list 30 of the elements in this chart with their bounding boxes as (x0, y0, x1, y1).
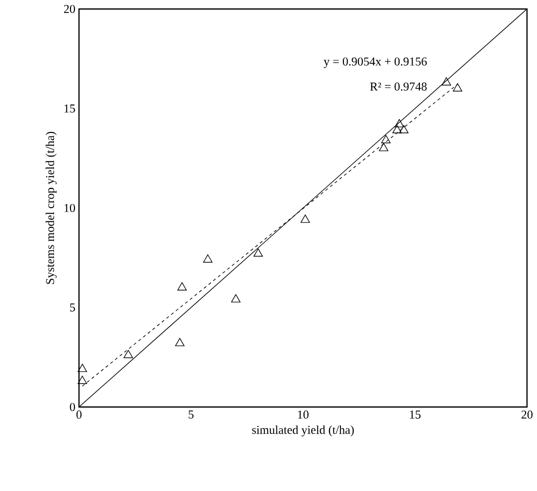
x-tick-label: 15 (410, 410, 421, 419)
point (399, 125, 408, 134)
y-tick-label: 0 (70, 402, 76, 412)
point (177, 282, 187, 290)
point (452, 83, 462, 92)
point (203, 254, 212, 263)
annotation: R² = 0.9748 (370, 82, 427, 91)
y-tick-label: 15 (64, 104, 76, 113)
x-tick-label: 0 (76, 410, 82, 419)
y-tick-label: 20 (64, 4, 76, 14)
point (381, 134, 391, 144)
point (254, 248, 263, 257)
point (231, 294, 240, 302)
x-tick-label: 20 (522, 410, 533, 419)
annotation: y = 0.9054x + 0.9156 (324, 57, 427, 68)
point (392, 125, 402, 134)
point (124, 350, 133, 358)
point (442, 77, 452, 86)
point (300, 214, 310, 223)
x-axis-title: simulated yield (t/ha) (252, 425, 354, 436)
point (394, 119, 404, 128)
y-axis-title: Systems model crop yield (t/ha) (46, 132, 57, 284)
x-tick-label: 5 (188, 410, 194, 418)
point (175, 338, 184, 346)
point (78, 364, 88, 372)
y-tick-label: 10 (64, 204, 76, 212)
point (378, 142, 388, 152)
y-tick-label: 5 (70, 304, 76, 312)
x-tick-label: 10 (298, 410, 309, 419)
point (78, 376, 88, 384)
